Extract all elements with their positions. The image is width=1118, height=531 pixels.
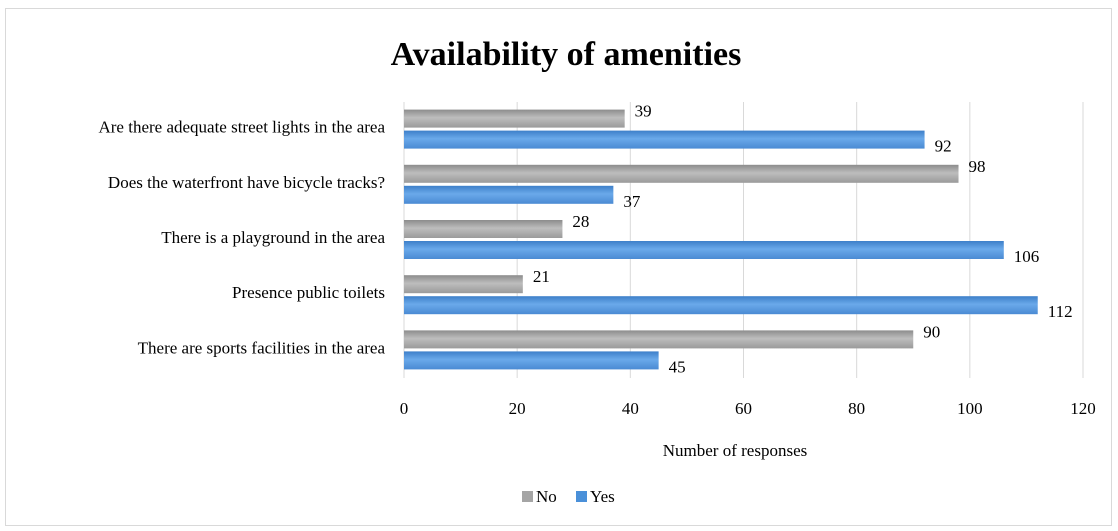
x-tick-label: 20 — [509, 399, 526, 418]
category-label: There are sports facilities in the area — [138, 338, 386, 357]
category-label: Are there adequate street lights in the … — [98, 118, 385, 137]
x-tick-label: 80 — [848, 399, 865, 418]
legend-label-no: No — [536, 487, 557, 506]
x-tick-label: 120 — [1070, 399, 1096, 418]
bar-no — [404, 220, 563, 238]
bar-yes — [404, 185, 614, 204]
bars: 39 92 98 37 28 106 21 112 90 45 — [404, 102, 1073, 376]
chart-title: Availability of amenities — [391, 36, 742, 73]
data-label: 92 — [935, 137, 952, 156]
data-label: 28 — [572, 212, 589, 231]
bar-yes — [404, 130, 925, 149]
x-tick-label: 100 — [957, 399, 983, 418]
data-label: 21 — [533, 267, 550, 286]
bar-no — [404, 275, 523, 294]
x-tick-label: 0 — [400, 399, 409, 418]
x-tick-labels: 0 20 40 60 80 100 120 — [400, 399, 1096, 418]
chart-frame — [5, 8, 1112, 526]
data-label: 37 — [623, 192, 641, 211]
category-labels: Are there adequate street lights in the … — [98, 118, 385, 358]
bar-yes — [404, 351, 659, 370]
category-label: Does the waterfront have bicycle tracks? — [108, 173, 385, 192]
category-label: Presence public toilets — [232, 283, 385, 302]
bar-no — [404, 164, 959, 183]
data-label: 39 — [635, 102, 652, 121]
bar-yes — [404, 241, 1004, 259]
category-label: There is a playground in the area — [161, 228, 385, 247]
legend-swatch-no — [522, 491, 533, 502]
data-label: 106 — [1014, 247, 1040, 266]
x-tick-label: 40 — [622, 399, 639, 418]
data-label: 112 — [1048, 302, 1073, 321]
data-label: 90 — [923, 322, 940, 341]
bar-no — [404, 109, 625, 128]
data-label: 45 — [669, 357, 686, 376]
legend-swatch-yes — [576, 491, 587, 502]
legend-label-yes: Yes — [590, 487, 615, 506]
bar-yes — [404, 296, 1038, 315]
legend: No Yes — [522, 487, 615, 506]
bar-no — [404, 330, 914, 349]
x-axis-label: Number of responses — [663, 441, 807, 460]
data-label: 98 — [969, 157, 986, 176]
x-tick-label: 60 — [735, 399, 752, 418]
